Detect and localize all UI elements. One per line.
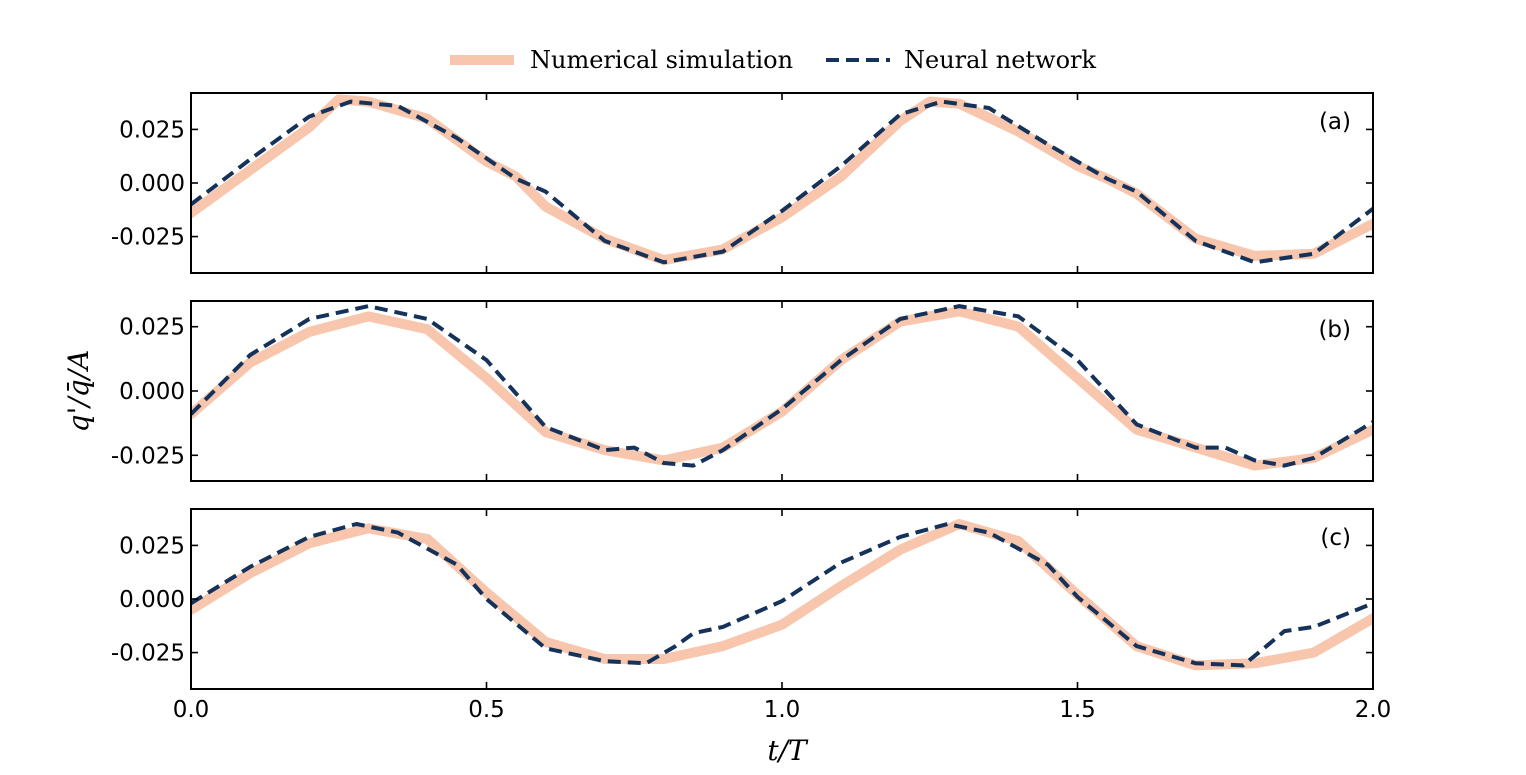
y-tick-label: 0.025 [119,117,185,143]
y-tick-label: 0.000 [119,587,185,613]
panel-label: (c) [1320,525,1351,551]
legend-label-simulation: Numerical simulation [530,46,793,74]
panel-b: 0.025 0.000 -0.025 (b) [111,300,1374,482]
y-axis-label: q'/q̄/A [62,350,95,433]
plot-area [191,519,1373,671]
panel-label: (b) [1318,317,1351,343]
y-tick-label: 0.025 [119,315,185,341]
series-neural-network [191,522,1373,668]
axes-frame [190,92,1374,274]
legend: Numerical simulation Neural network [450,46,1097,74]
panel-a: 0.025 0.000 -0.025 (a) [111,92,1374,274]
series-numerical-simulation [191,519,1373,671]
axes-frame [190,300,1374,482]
series-numerical-simulation [191,94,1373,266]
y-tick-label: 0.000 [119,379,185,405]
x-tick-label: 1.0 [764,697,801,723]
y-tick-label: 0.000 [119,171,185,197]
x-tick-label: 2.0 [1355,697,1392,723]
y-tick-label: -0.025 [111,443,185,469]
y-tick-label: -0.025 [111,641,185,667]
series-numerical-simulation [191,306,1373,471]
x-tick-labels: 0.0 0.5 1.0 1.5 2.0 [173,697,1392,723]
plot-area [191,94,1373,266]
panel-c: 0.025 0.000 -0.025 (c) [111,508,1374,690]
y-tick-label: -0.025 [111,225,185,251]
x-tick-label: 0.5 [468,697,505,723]
y-tick-label: 0.025 [119,533,185,559]
x-tick-label: 1.5 [1059,697,1096,723]
legend-label-network: Neural network [904,46,1097,74]
series-neural-network [191,304,1373,468]
panel-label: (a) [1319,109,1351,135]
x-tick-label: 0.0 [173,697,210,723]
plot-area [191,304,1373,471]
x-axis-label: t/T [767,734,809,767]
series-neural-network [191,99,1373,265]
